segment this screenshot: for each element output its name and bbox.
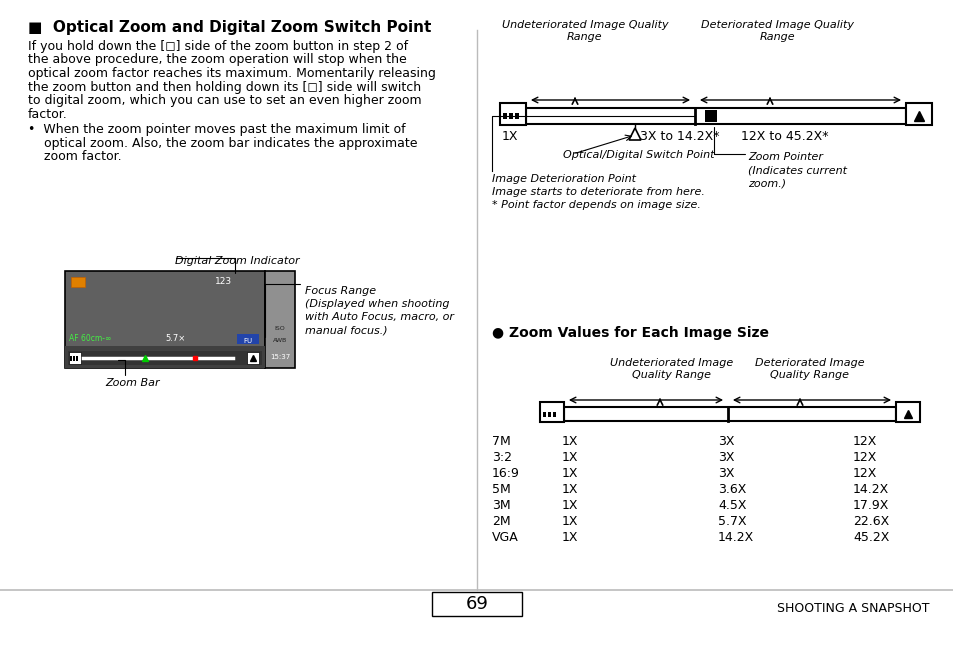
Text: 3X to 14.2X*: 3X to 14.2X* <box>639 130 719 143</box>
Bar <box>704 110 717 122</box>
Bar <box>539 402 563 422</box>
Text: 1X: 1X <box>561 483 578 496</box>
Bar <box>547 412 551 417</box>
Text: 12X: 12X <box>852 451 877 464</box>
Text: 7M: 7M <box>492 435 510 448</box>
Bar <box>905 103 931 125</box>
Text: Undeteriorated Image Quality
Range: Undeteriorated Image Quality Range <box>501 20 668 43</box>
Text: VGA: VGA <box>492 531 518 544</box>
Bar <box>65 346 265 368</box>
Text: 1X: 1X <box>561 435 578 448</box>
Text: optical zoom. Also, the zoom bar indicates the approximate: optical zoom. Also, the zoom bar indicat… <box>28 136 417 149</box>
Text: the above procedure, the zoom operation will stop when the: the above procedure, the zoom operation … <box>28 54 406 67</box>
Bar <box>76 356 78 361</box>
Bar <box>69 352 81 364</box>
Text: 12X: 12X <box>852 467 877 480</box>
Text: optical zoom factor reaches its maximum. Momentarily releasing: optical zoom factor reaches its maximum.… <box>28 67 436 80</box>
Text: 3X: 3X <box>718 435 734 448</box>
Bar <box>563 407 895 421</box>
Bar <box>265 271 294 368</box>
Text: 14.2X: 14.2X <box>852 483 888 496</box>
Text: 15:37: 15:37 <box>270 354 290 360</box>
Bar <box>68 351 262 365</box>
Text: to digital zoom, which you can use to set an even higher zoom: to digital zoom, which you can use to se… <box>28 94 421 107</box>
Text: factor.: factor. <box>28 107 68 121</box>
Text: 5M: 5M <box>492 483 510 496</box>
Text: 69: 69 <box>465 595 488 613</box>
Text: Zoom Pointer
(Indicates current
zoom.): Zoom Pointer (Indicates current zoom.) <box>747 152 846 189</box>
Text: 4.5X: 4.5X <box>718 499 745 512</box>
Text: 3:2: 3:2 <box>492 451 512 464</box>
Text: 12X: 12X <box>852 435 877 448</box>
Text: 12X to 45.2X*: 12X to 45.2X* <box>740 130 827 143</box>
Bar <box>515 113 518 119</box>
Text: 1X: 1X <box>561 531 578 544</box>
Bar <box>553 412 556 417</box>
Bar <box>65 271 265 368</box>
Bar <box>525 108 905 124</box>
Text: 1X: 1X <box>561 499 578 512</box>
Text: 1X: 1X <box>561 515 578 528</box>
Bar <box>70 356 71 361</box>
Text: 17.9X: 17.9X <box>852 499 888 512</box>
Text: Deteriorated Image Quality
Range: Deteriorated Image Quality Range <box>700 20 854 43</box>
Bar <box>236 334 258 344</box>
Text: 1X: 1X <box>561 467 578 480</box>
Text: 3.6X: 3.6X <box>718 483 745 496</box>
Text: AWB: AWB <box>273 338 287 343</box>
Text: 3M: 3M <box>492 499 510 512</box>
Text: 1X: 1X <box>561 451 578 464</box>
Text: 123: 123 <box>214 277 232 286</box>
Text: FU: FU <box>243 338 253 344</box>
Text: ■  Optical Zoom and Digital Zoom Switch Point: ■ Optical Zoom and Digital Zoom Switch P… <box>28 20 431 35</box>
Text: Undeteriorated Image
Quality Range: Undeteriorated Image Quality Range <box>610 358 733 380</box>
Text: ISO: ISO <box>274 326 285 331</box>
Text: 5.7×: 5.7× <box>165 334 185 343</box>
Bar <box>509 113 513 119</box>
Text: SHOOTING A SNAPSHOT: SHOOTING A SNAPSHOT <box>777 601 929 614</box>
Text: 2M: 2M <box>492 515 510 528</box>
Text: AF 60cm-∞: AF 60cm-∞ <box>69 334 112 343</box>
Text: Digital Zoom Indicator: Digital Zoom Indicator <box>174 256 299 266</box>
Bar <box>895 402 919 422</box>
Text: If you hold down the [◻] side of the zoom button in step 2 of: If you hold down the [◻] side of the zoo… <box>28 40 408 53</box>
Text: •  When the zoom pointer moves past the maximum limit of: • When the zoom pointer moves past the m… <box>28 123 405 136</box>
Text: 3X: 3X <box>718 467 734 480</box>
Text: the zoom button and then holding down its [◻] side will switch: the zoom button and then holding down it… <box>28 81 420 94</box>
Text: Deteriorated Image
Quality Range: Deteriorated Image Quality Range <box>755 358 864 380</box>
Text: zoom factor.: zoom factor. <box>28 150 121 163</box>
Text: 14.2X: 14.2X <box>718 531 754 544</box>
Bar <box>247 352 258 364</box>
Text: 3X: 3X <box>718 451 734 464</box>
Text: Zoom Bar: Zoom Bar <box>105 378 159 388</box>
Text: 22.6X: 22.6X <box>852 515 888 528</box>
Bar <box>502 113 506 119</box>
Text: Image Deterioration Point
Image starts to deteriorate from here.
* Point factor : Image Deterioration Point Image starts t… <box>492 174 704 211</box>
Text: 16:9: 16:9 <box>492 467 519 480</box>
Text: Focus Range
(Displayed when shooting
with Auto Focus, macro, or
manual focus.): Focus Range (Displayed when shooting wit… <box>305 286 454 336</box>
Bar <box>71 277 85 287</box>
Text: 45.2X: 45.2X <box>852 531 888 544</box>
Bar <box>73 356 75 361</box>
Text: 1X: 1X <box>501 130 518 143</box>
Text: 5.7X: 5.7X <box>718 515 746 528</box>
Bar <box>542 412 545 417</box>
Text: ● Zoom Values for Each Image Size: ● Zoom Values for Each Image Size <box>492 326 768 340</box>
Bar <box>432 592 521 616</box>
Text: Optical/Digital Switch Point: Optical/Digital Switch Point <box>562 150 714 160</box>
Bar <box>499 103 525 125</box>
